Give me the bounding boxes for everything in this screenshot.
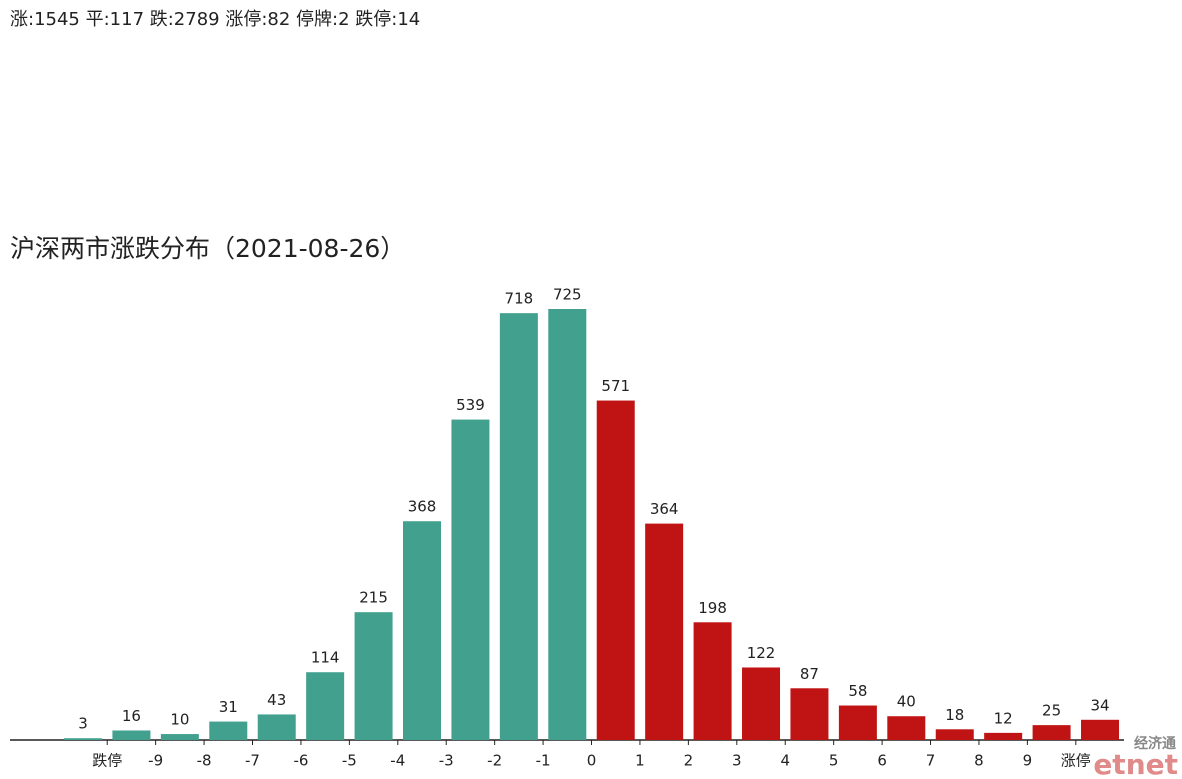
bar: [403, 521, 442, 740]
chart-title: 沪深两市涨跌分布（2021-08-26）: [10, 234, 405, 263]
watermark-logo: etnet: [1093, 748, 1178, 779]
data-label: 31: [219, 698, 238, 716]
data-label: 40: [897, 693, 916, 711]
x-tick-label: -1: [536, 752, 551, 770]
x-tick-label: -8: [197, 752, 212, 770]
bar: [742, 667, 781, 740]
bar: [645, 523, 684, 740]
x-tick-label: -3: [439, 752, 454, 770]
data-label: 12: [994, 709, 1013, 727]
x-tick-label: 0: [587, 752, 597, 770]
bar: [451, 419, 490, 740]
data-label: 16: [122, 707, 141, 725]
data-label: 3: [78, 715, 88, 733]
data-label: 58: [848, 682, 867, 700]
x-tick-label: 跌停: [92, 752, 122, 770]
data-label: 43: [267, 691, 286, 709]
data-label: 539: [456, 396, 485, 414]
data-label: 571: [601, 377, 630, 395]
bar: [257, 714, 296, 740]
bar: [1081, 719, 1120, 740]
bar: [935, 729, 974, 740]
x-tick-label: -4: [390, 752, 405, 770]
data-label: 198: [698, 599, 727, 617]
bar: [209, 721, 248, 740]
bar: [838, 705, 877, 740]
data-label: 725: [553, 286, 582, 304]
x-tick-label: 5: [829, 752, 839, 770]
x-tick-label: -9: [148, 752, 163, 770]
x-tick-label: 6: [877, 752, 887, 770]
x-tick-label: 3: [732, 752, 742, 770]
x-tick-label: -5: [342, 752, 357, 770]
x-tick-label: 1: [635, 752, 645, 770]
x-tick-label: 4: [780, 752, 790, 770]
x-tick-label: -2: [487, 752, 502, 770]
bar: [354, 612, 393, 740]
bar: [306, 672, 345, 740]
x-tick-label: 7: [926, 752, 936, 770]
bar: [984, 732, 1023, 740]
chart-subtitle: 涨:1545 平:117 跌:2789 涨停:82 停牌:2 跌停:14: [10, 9, 420, 30]
bar: [548, 309, 587, 740]
bar: [1032, 725, 1071, 740]
bar: [112, 730, 151, 740]
x-tick-label: 8: [974, 752, 984, 770]
bar: [596, 400, 635, 740]
data-label: 25: [1042, 702, 1061, 720]
bar: [499, 313, 538, 740]
bar: [693, 622, 732, 740]
data-label: 114: [311, 649, 340, 667]
data-label: 122: [747, 644, 776, 662]
data-label: 87: [800, 665, 819, 683]
bar: [160, 734, 199, 740]
bar: [887, 716, 926, 740]
data-label: 364: [650, 500, 679, 518]
bar: [64, 738, 102, 740]
data-label: 34: [1090, 696, 1109, 714]
x-tick-label: -6: [293, 752, 308, 770]
data-label: 18: [945, 706, 964, 724]
x-tick-label: -7: [245, 752, 260, 770]
bar: [790, 688, 829, 740]
x-tick-label: 2: [684, 752, 694, 770]
x-tick-label: 9: [1023, 752, 1033, 770]
watermark-cn: 经济通: [1134, 735, 1176, 752]
data-label: 10: [170, 711, 189, 729]
data-label: 368: [408, 498, 437, 516]
x-tick-label: 涨停: [1061, 752, 1091, 770]
data-label: 215: [359, 589, 388, 607]
data-label: 718: [505, 290, 534, 308]
